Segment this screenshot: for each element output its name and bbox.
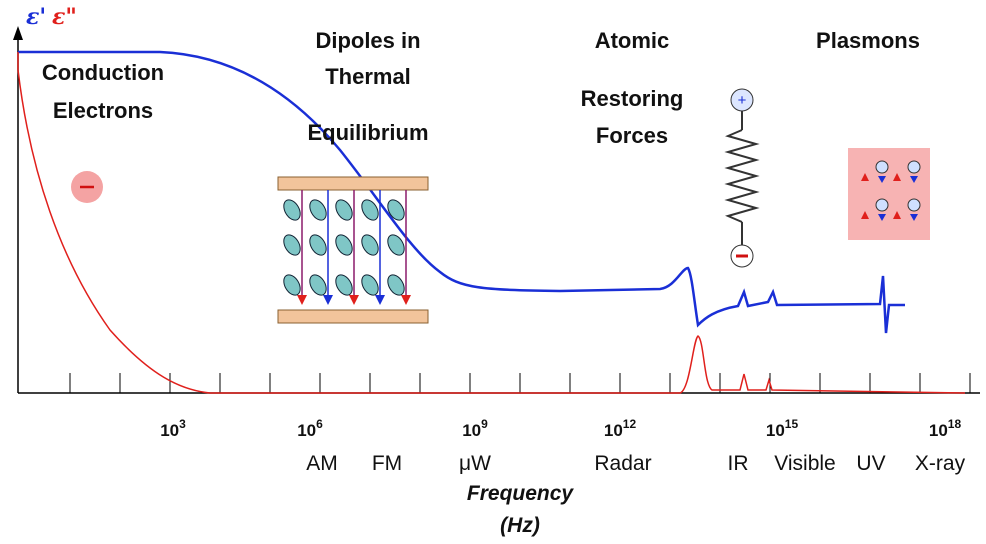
dipole [335,274,353,296]
charge [907,198,921,212]
axis-title: Frequency [467,482,575,505]
dipole [309,274,327,296]
dipole [335,234,353,256]
region-label: Restoring [581,86,684,111]
region-label: Electrons [53,98,153,123]
tick-exponent: 15 [785,417,799,431]
arrow-down [878,214,886,221]
dipole [361,199,379,221]
dipole [309,199,327,221]
dipole [283,274,301,296]
charge [907,160,921,174]
arrow-head [401,295,411,305]
dipole [309,234,327,256]
arrow-down [878,176,886,183]
dipole [283,199,301,221]
band-label: Visible [774,452,835,475]
region-label: Thermal [325,64,411,89]
band-label: UV [856,452,885,475]
imaginary-part-curve [17,52,966,394]
tick-base: 10 [297,421,316,440]
tick-label: 103 [160,417,186,440]
dipole [387,274,405,296]
dipole [387,234,405,256]
band-label: AM [306,452,338,475]
dipole [361,274,379,296]
arrow-head [297,295,307,305]
axis-ticks [69,373,971,393]
region-label: Conduction [42,60,164,85]
charge [875,198,889,212]
arrow-head [349,295,359,305]
region-label: Forces [596,123,668,148]
tick-label: 1012 [604,417,637,440]
axis-title: (Hz) [500,514,540,537]
arrow-head [323,295,333,305]
tick-base: 10 [462,421,481,440]
region-label: Dipoles in [315,28,420,53]
band-label: IR [728,452,749,475]
tick-label: 106 [297,417,323,440]
band-label: X-ray [915,452,966,475]
dipole [387,199,405,221]
tick-base: 10 [766,421,785,440]
region-label: Plasmons [816,28,920,53]
region-label: Atomic [595,28,670,53]
tick-label: 1015 [766,417,799,440]
arrow-down [910,176,918,183]
region-label: Equilibrium [308,120,429,145]
band-label: FM [372,452,402,475]
tick-label: 109 [462,417,488,440]
dipole [283,234,301,256]
legend-imaginary: ε" [52,4,77,30]
tick-exponent: 3 [179,417,186,431]
arrow-up [861,211,869,219]
plasmon-illustration [848,148,930,240]
dipole [361,234,379,256]
tick-exponent: 18 [948,417,962,431]
dipole [335,199,353,221]
tick-base: 10 [160,421,179,440]
band-label: μW [459,452,491,475]
band-label: Radar [594,452,651,475]
atom-spring-illustration: + [724,88,760,268]
arrow-up [861,173,869,181]
arrow-down [910,214,918,221]
tick-label: 1018 [929,417,962,440]
real-part-curve [18,50,905,334]
charge [875,160,889,174]
dipole-illustration [277,176,429,324]
axis-arrow [13,26,23,40]
tick-exponent: 6 [316,417,323,431]
arrow-head [375,295,385,305]
svg-text:+: + [738,92,747,109]
legend-real: ε' [26,4,46,30]
tick-base: 10 [604,421,623,440]
tick-exponent: 9 [481,417,488,431]
tick-base: 10 [929,421,948,440]
arrow-up [893,173,901,181]
arrow-up [893,211,901,219]
tick-exponent: 12 [623,417,637,431]
